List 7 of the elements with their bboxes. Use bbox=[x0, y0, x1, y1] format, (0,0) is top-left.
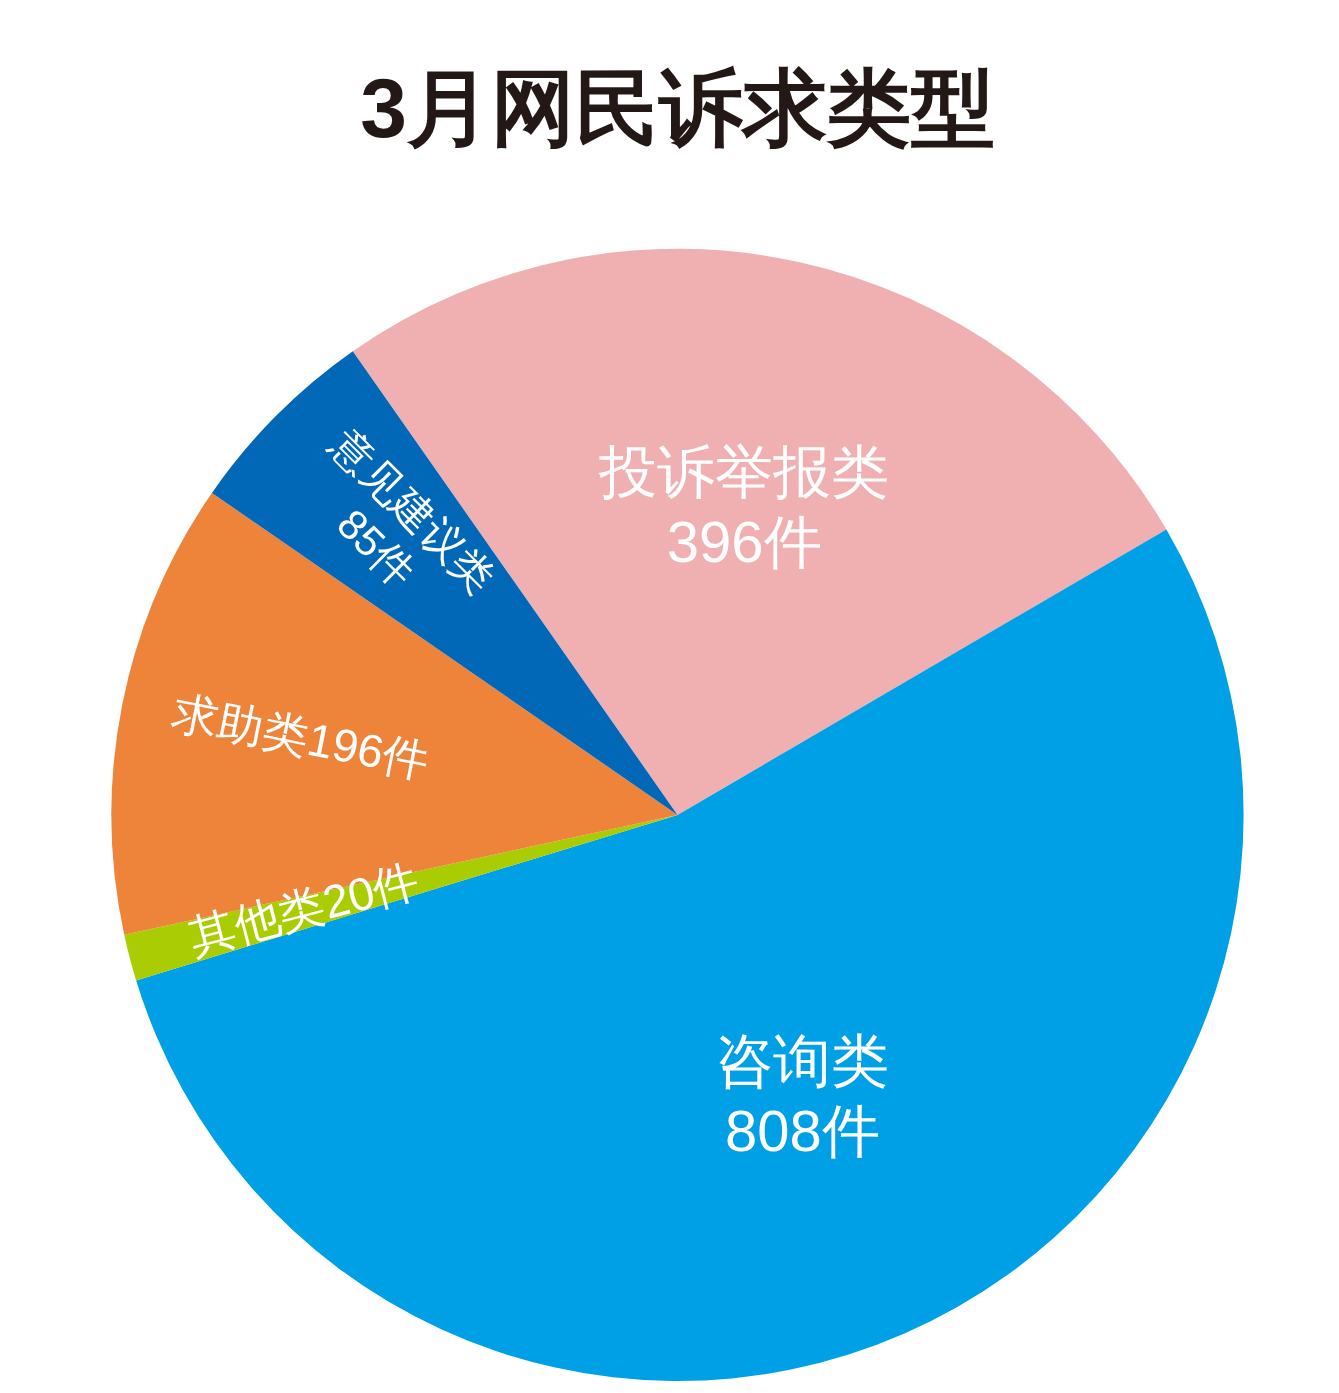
slice-label: 投诉举报类 bbox=[598, 438, 890, 504]
data-label: 396件 bbox=[666, 508, 822, 574]
slice-label: 其他类20件 bbox=[183, 853, 425, 964]
slice-label: 咨询类 bbox=[715, 1028, 890, 1094]
slice-label: 求助类196件 bbox=[167, 685, 434, 788]
chart-title: 3月网民诉求类型 bbox=[360, 60, 995, 155]
data-label: 808件 bbox=[724, 1097, 880, 1163]
